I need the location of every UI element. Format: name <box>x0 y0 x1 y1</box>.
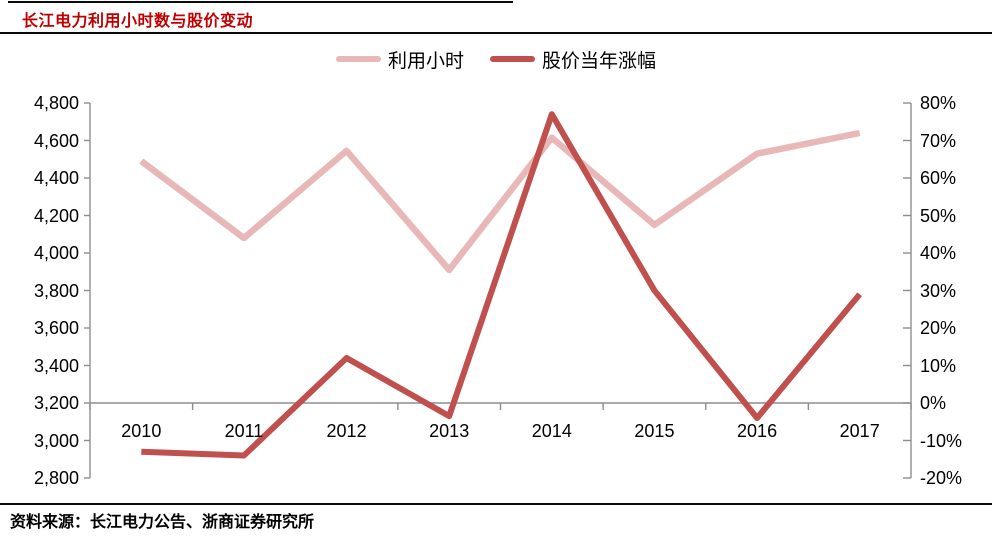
y-axis-left-tick-label: 3,800 <box>33 280 79 301</box>
x-axis-label: 2014 <box>531 421 572 441</box>
x-axis-label: 2010 <box>121 421 162 441</box>
y-axis-right-tick-label: -20% <box>920 468 963 488</box>
x-axis-label: 2015 <box>634 421 675 441</box>
y-axis-left-tick-label: 4,600 <box>33 130 79 151</box>
legend-label-hours: 利用小时 <box>387 49 464 72</box>
y-axis-right-tick-label: 60% <box>920 168 957 188</box>
y-axis-right-tick-label: -10% <box>920 430 963 451</box>
footer-rule <box>0 503 992 505</box>
y-axis-right-tick-label: 80% <box>920 93 957 113</box>
y-axis-left-tick-label: 3,000 <box>33 430 79 451</box>
title-underline <box>0 32 992 34</box>
y-axis-right-tick-label: 10% <box>920 355 957 376</box>
y-axis-right-tick-label: 0% <box>920 393 947 413</box>
chart-legend: 利用小时 股价当年涨幅 <box>0 44 992 74</box>
y-axis-left-tick-label: 4,000 <box>33 243 79 263</box>
x-axis-label: 2011 <box>224 421 264 441</box>
x-axis-label: 2016 <box>737 421 778 441</box>
y-axis-left-tick-label: 3,600 <box>33 318 79 338</box>
x-axis-label: 2013 <box>429 421 470 441</box>
y-axis-left-tick-label: 3,200 <box>33 393 79 413</box>
top-rule <box>8 1 513 3</box>
y-axis-left-tick-label: 4,800 <box>33 93 79 113</box>
y-axis-left-tick-label: 4,200 <box>33 205 79 226</box>
x-axis-label: 2017 <box>839 421 880 441</box>
price-line-swatch <box>490 56 535 62</box>
legend-label-price: 股价当年涨幅 <box>542 49 657 72</box>
legend-item-price: 股价当年涨幅 <box>490 46 656 73</box>
hours-series-line <box>139 129 861 274</box>
y-axis-right-tick-label: 50% <box>920 205 957 226</box>
y-axis-left-tick-label: 4,400 <box>33 168 79 188</box>
y-axis-left-tick-label: 2,800 <box>33 468 79 488</box>
x-axis-label: 2012 <box>326 421 367 441</box>
legend-item-hours: 利用小时 <box>335 46 464 73</box>
source-note: 资料来源：长江电力公告、浙商证券研究所 <box>10 512 315 531</box>
y-axis-right-tick-label: 20% <box>920 318 957 338</box>
chart-title: 长江电力利用小时数与股价变动 <box>22 13 254 30</box>
y-axis-right-tick-label: 70% <box>920 130 957 151</box>
y-axis-right-tick-label: 30% <box>920 280 957 301</box>
y-axis-left-tick-label: 3,400 <box>33 355 79 376</box>
y-axis-right-tick-label: 40% <box>920 243 957 263</box>
price-change-series-line <box>141 111 862 459</box>
hours-line-swatch <box>335 56 381 62</box>
